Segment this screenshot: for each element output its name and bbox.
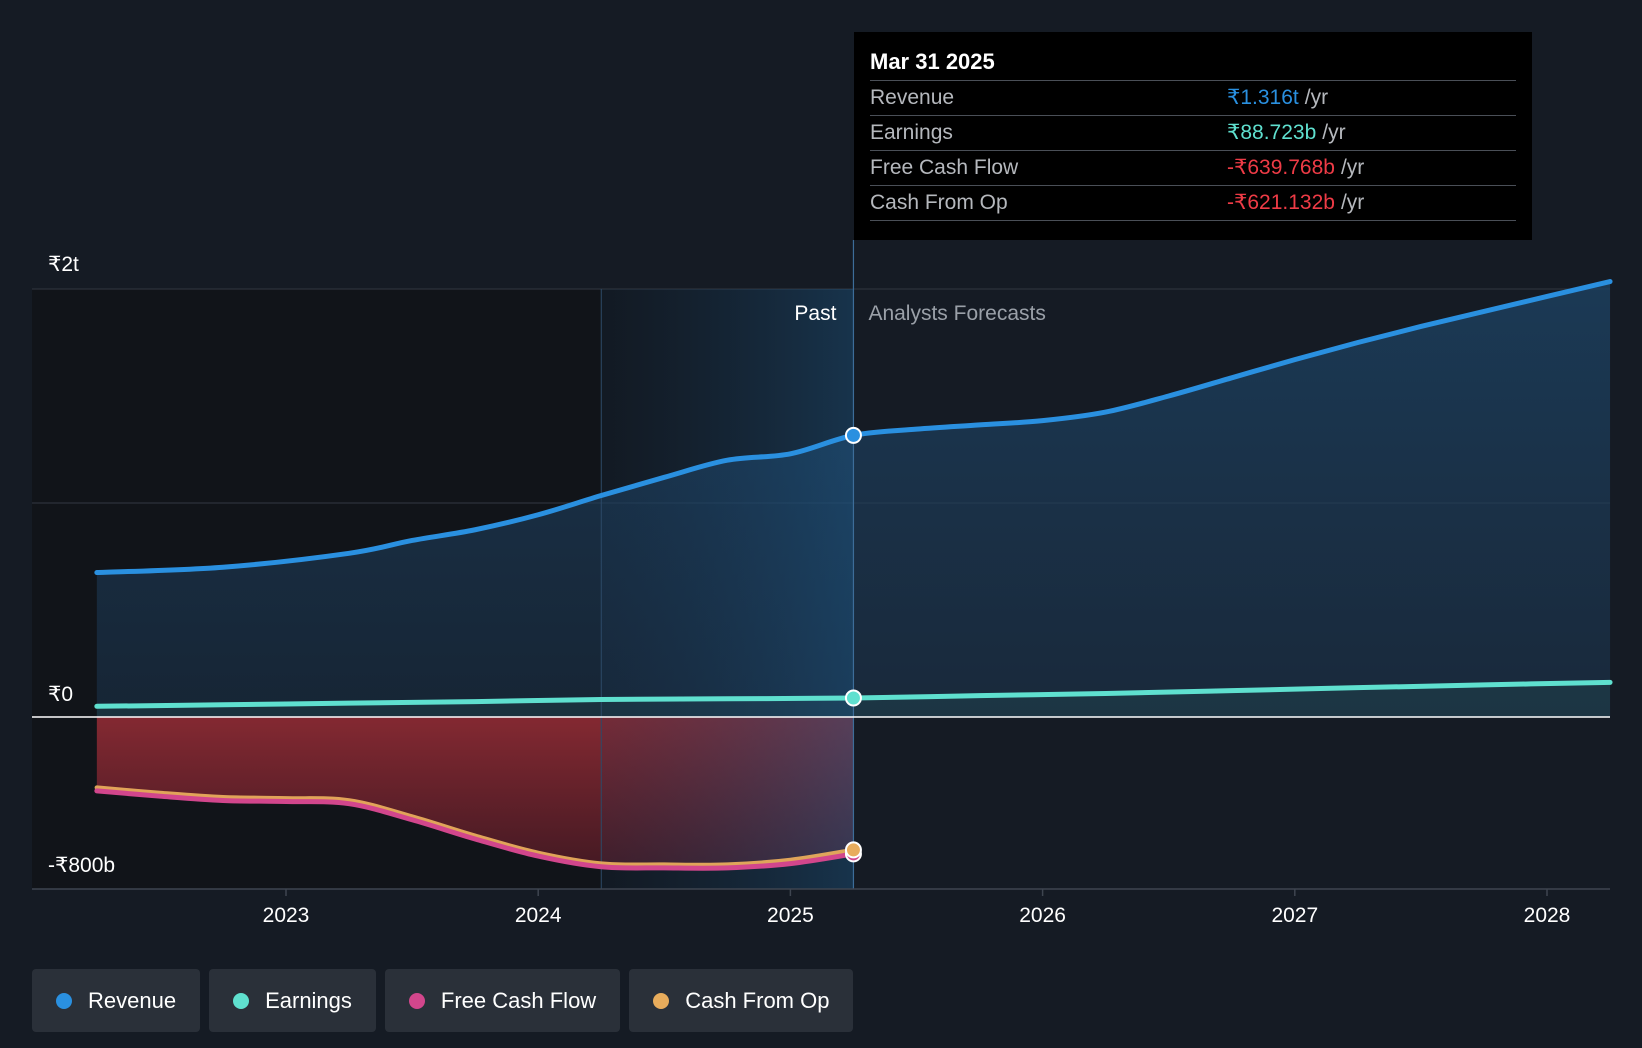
free-cash-flow-line	[94, 788, 856, 871]
tooltip-row-free-cash-flow: Free Cash Flow -₹639.768b /yr	[870, 151, 1516, 186]
tooltip-date: Mar 31 2025	[870, 46, 1516, 81]
tooltip: Mar 31 2025 Revenue ₹1.316t /yr Earnings…	[854, 32, 1532, 240]
earnings-marker	[844, 689, 862, 707]
cash-from-op-marker	[844, 841, 862, 859]
tooltip-row-value: -₹621.132b	[1227, 191, 1335, 214]
tooltip-row-value: ₹88.723b	[1227, 121, 1317, 144]
tooltip-row-label: Free Cash Flow	[870, 156, 1019, 179]
past-label: Past	[794, 302, 836, 325]
legend-item-cash-from-op[interactable]: Cash From Op	[629, 969, 854, 1032]
cash-from-op-dot-icon	[653, 992, 670, 1009]
cash-from-op-line	[94, 785, 856, 868]
tooltip-row-unit: /yr	[1304, 86, 1329, 109]
tooltip-row-label: Revenue	[870, 86, 955, 109]
earnings-dot-icon	[233, 992, 250, 1009]
legend-label: Revenue	[88, 987, 177, 1013]
y-tick-label: ₹0	[48, 683, 73, 706]
tooltip-row-unit: /yr	[1340, 156, 1365, 179]
x-tick-label: 2026	[1019, 904, 1066, 927]
legend-label: Cash From Op	[685, 987, 830, 1013]
revenue-marker	[844, 426, 862, 444]
legend-item-revenue[interactable]: Revenue	[32, 969, 201, 1032]
tooltip-row-value: ₹1.316t	[1227, 86, 1299, 109]
x-tick-label: 2025	[767, 904, 814, 927]
tooltip-row-unit: /yr	[1340, 191, 1365, 214]
tooltip-row-cash-from-op: Cash From Op -₹621.132b /yr	[870, 186, 1516, 221]
tooltip-row-value: -₹639.768b	[1227, 156, 1335, 179]
x-tick-label: 2024	[515, 904, 562, 927]
legend-label: Free Cash Flow	[440, 987, 597, 1013]
highlight-band	[601, 289, 854, 889]
y-tick-label: ₹2t	[48, 253, 79, 276]
x-tick-label: 2023	[263, 904, 310, 927]
legend-label: Earnings	[265, 987, 352, 1013]
legend: Revenue Earnings Free Cash Flow Cash Fro…	[32, 969, 854, 1032]
x-tick-label: 2027	[1271, 904, 1318, 927]
financial-chart: 2023 2024 2025 2026 2027 2028 ₹2t ₹0 -₹800b Pas…	[32, 240, 1613, 927]
legend-item-free-cash-flow[interactable]: Free Cash Flow	[384, 969, 621, 1032]
tooltip-row-label: Earnings	[870, 121, 953, 144]
tooltip-row-earnings: Earnings ₹88.723b /yr	[870, 116, 1516, 151]
x-tick-label: 2028	[1524, 904, 1571, 927]
y-tick-label: -₹800b	[48, 854, 115, 877]
free-cash-flow-dot-icon	[408, 992, 425, 1009]
tooltip-row-unit: /yr	[1322, 121, 1346, 144]
tooltip-row-revenue: Revenue ₹1.316t /yr	[870, 81, 1516, 116]
revenue-dot-icon	[56, 992, 72, 1009]
tooltip-row-label: Cash From Op	[870, 191, 1008, 214]
revenue-line	[94, 279, 1613, 576]
forecast-label: Analysts Forecasts	[868, 302, 1045, 325]
legend-item-earnings[interactable]: Earnings	[209, 969, 376, 1032]
